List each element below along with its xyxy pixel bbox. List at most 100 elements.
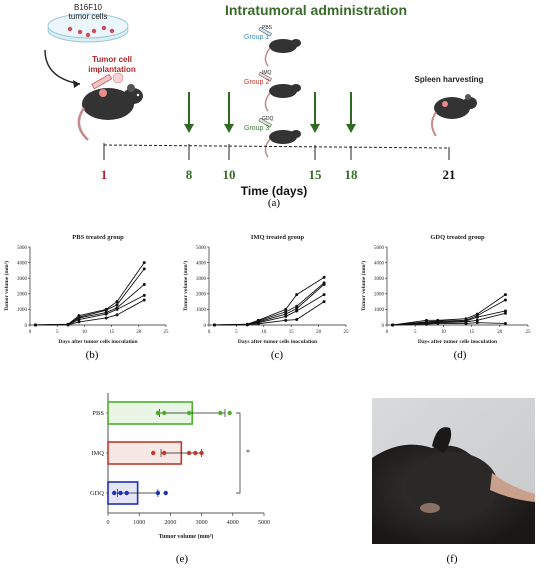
y-tick-label: 1000: [17, 308, 28, 313]
significance-label: *: [246, 448, 250, 457]
data-point: [391, 323, 395, 327]
x-tick-label: 25: [164, 330, 170, 335]
y-tick-label: 4000: [17, 261, 28, 266]
chart-title: IMQ treated group: [251, 234, 305, 241]
panel-label-a: (a): [267, 197, 281, 209]
dish-label-line1: B16F10: [74, 3, 103, 12]
chart-title: PBS treated group: [72, 234, 124, 241]
data-point: [124, 490, 129, 496]
series-line: [214, 301, 325, 326]
data-point: [163, 490, 168, 496]
data-point: [161, 410, 167, 416]
x-tick-label: 20: [136, 330, 142, 335]
data-point: [155, 410, 161, 416]
data-point: [322, 293, 326, 297]
group1-mouse: [258, 26, 301, 67]
y-tick-label: 3000: [17, 277, 28, 282]
y-tick-label: 0: [204, 324, 207, 329]
timeline-figure: B16F10 tumor cells Tumor cell implantati…: [44, 2, 484, 198]
data-point: [142, 293, 146, 297]
y-axis-label: Tumor volume (mm³): [360, 261, 367, 311]
data-point: [77, 320, 81, 324]
pbs-line-chart: PBS treated group 0 1000 2000 3000 4000 5000 0 5…: [3, 234, 170, 345]
day-label: 8: [186, 167, 193, 182]
data-point: [322, 275, 326, 279]
x-tick-label: 15: [289, 330, 295, 335]
y-tick-label: 5000: [374, 246, 385, 251]
data-point: [115, 313, 119, 317]
timeline-title: Intratumoral administration: [225, 2, 407, 18]
day-label: 18: [345, 167, 359, 182]
curved-arrow-icon: [44, 49, 81, 85]
data-point: [284, 318, 288, 322]
y-tick-label: 1000: [196, 308, 207, 313]
syringe-label-1: PBS: [262, 25, 273, 31]
x-tick-label: 1000: [133, 520, 145, 526]
mouse-photo: [372, 398, 535, 544]
data-point: [115, 303, 119, 307]
data-point: [322, 300, 326, 304]
series-line: [392, 322, 506, 326]
data-point: [503, 293, 507, 297]
arrow-down-icon: [224, 92, 234, 133]
y-tick-label: 0: [382, 324, 385, 329]
day-label: 21: [443, 167, 456, 182]
y-tick-label: 5000: [196, 246, 207, 251]
y-tick-label: 5000: [17, 246, 28, 251]
data-point: [104, 316, 108, 320]
y-tick-label: 3000: [196, 277, 207, 282]
x-tick-label: 4000: [227, 520, 239, 526]
x-axis-label: Days after tumor cells inoculation: [418, 339, 497, 345]
y-tick-label: 2000: [196, 293, 207, 298]
data-point: [436, 321, 440, 325]
data-point: [218, 410, 223, 416]
data-point: [227, 410, 232, 416]
data-point: [322, 282, 326, 286]
x-tick-label: 5: [414, 330, 417, 335]
x-tick-label: 5: [56, 330, 59, 335]
x-tick-label: 10: [261, 330, 267, 335]
data-point: [245, 323, 249, 327]
x-tick-label: 20: [316, 330, 322, 335]
day-label: 1: [101, 167, 108, 182]
arrow-down-icon: [184, 92, 194, 133]
syringe-label-3: GDQ: [262, 116, 274, 122]
x-tick-label: 2000: [164, 520, 176, 526]
series-line: [392, 294, 506, 326]
panel-label-f: (f): [446, 553, 458, 565]
y-axis-label: Tumor volume (mm³): [182, 261, 189, 311]
data-point: [295, 307, 299, 311]
series-line: [392, 312, 506, 326]
series-line: [214, 277, 325, 326]
timeline-xaxis-label: Time (days): [241, 184, 307, 198]
mouse-icon: [77, 84, 143, 141]
spleen-label: Spleen harvesting: [415, 75, 484, 84]
timeline-ticks: [103, 143, 450, 160]
data-point: [256, 322, 260, 326]
implant-label-line1: Tumor cell: [92, 55, 132, 64]
x-tick-label: 5: [235, 330, 238, 335]
data-point: [503, 321, 507, 325]
arrow-down-icon: [310, 92, 320, 133]
data-point: [155, 490, 161, 496]
group2-mouse: [258, 71, 301, 112]
x-tick-label: 10: [82, 330, 88, 335]
x-tick-label: 10: [441, 330, 447, 335]
x-tick-label: 0: [386, 330, 389, 335]
category-label: GDQ: [90, 490, 104, 497]
x-axis-label: Days after tumor cells inoculation: [58, 339, 137, 345]
x-tick-label: 15: [469, 330, 475, 335]
data-point: [193, 450, 198, 456]
y-axis-label: Tumor volume (mm³): [3, 261, 10, 311]
day-label: 15: [309, 167, 323, 182]
x-tick-label: 15: [109, 330, 115, 335]
data-point: [424, 322, 428, 326]
x-tick-label: 25: [344, 330, 350, 335]
group3-mouse: [258, 117, 301, 158]
data-point: [503, 311, 507, 315]
data-point: [295, 293, 299, 297]
y-tick-label: 4000: [374, 261, 385, 266]
data-point: [212, 323, 216, 327]
data-point: [118, 490, 123, 496]
gdq-line-chart: GDQ treated group 0 1000 2000 3000 4000 5000 0 5…: [360, 234, 531, 345]
